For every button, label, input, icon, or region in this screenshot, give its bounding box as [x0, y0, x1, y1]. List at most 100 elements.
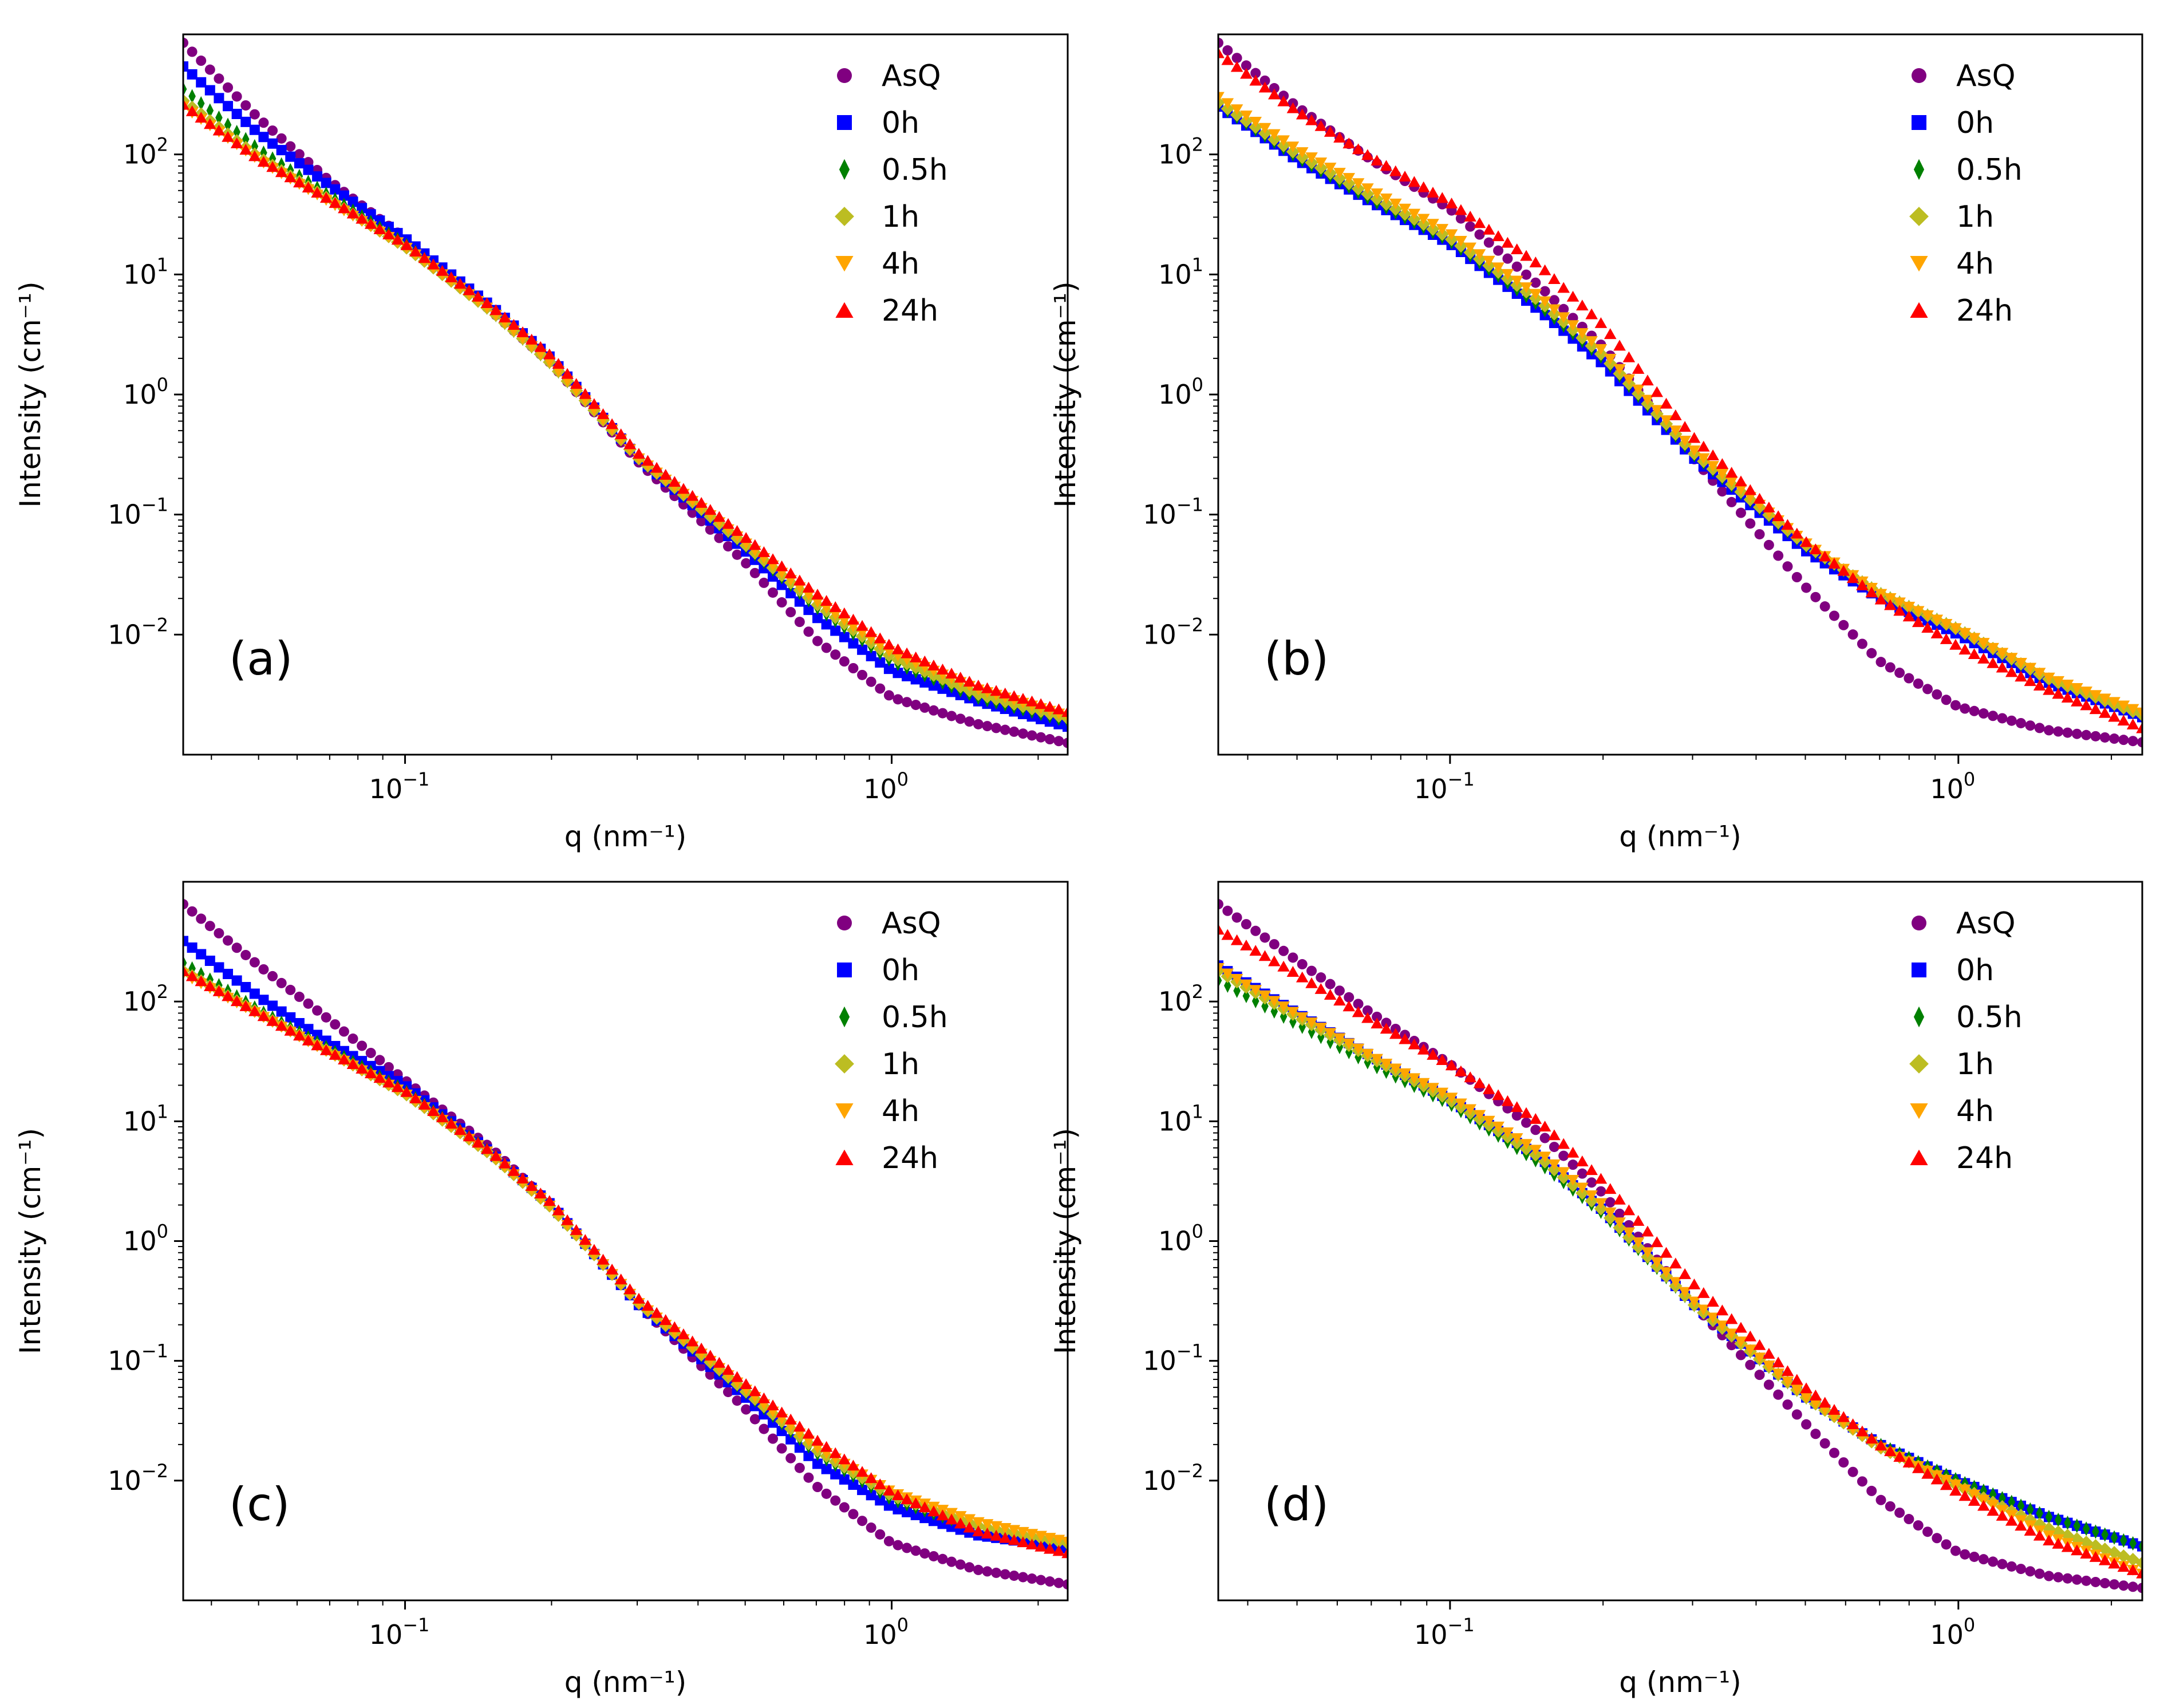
data-point-0.5h-14 [1345, 1044, 1353, 1059]
data-point-AsQ-94 [2090, 1576, 2101, 1587]
data-point-24h-23 [1427, 1048, 1439, 1060]
data-point-4h-55 [1725, 1328, 1738, 1340]
data-point-24h-90 [2052, 1537, 2065, 1549]
data-point-AsQ-64 [1810, 591, 1821, 602]
y-tick-label: 100 [1158, 374, 1203, 410]
data-point-24h-71 [811, 1434, 824, 1446]
data-point-24h-99 [1061, 706, 1068, 717]
data-point-0h-14 [303, 164, 314, 175]
data-point-AsQ-38 [1567, 1159, 1578, 1170]
data-point-4h-25 [1445, 229, 1458, 240]
data-point-24h-47 [1650, 386, 1664, 397]
data-point-AsQ-81 [902, 697, 913, 708]
data-point-AsQ-81 [902, 1543, 913, 1553]
data-point-24h-9 [1296, 108, 1309, 120]
data-point-24h-81 [901, 647, 913, 658]
data-point-24h-41 [543, 348, 556, 360]
data-point-24h-40 [1585, 1164, 1598, 1176]
data-point-24h-66 [1828, 1404, 1841, 1415]
data-point-24h-69 [793, 1421, 806, 1432]
data-point-24h-10 [266, 161, 279, 172]
data-point-0.5h-93 [2082, 1521, 2090, 1536]
data-point-24h-82 [909, 651, 922, 662]
x-axis-label: q (nm⁻¹) [564, 1666, 686, 1699]
data-point-24h-86 [2015, 1520, 2027, 1531]
data-point-0h-74 [839, 632, 850, 642]
data-point-24h-26 [409, 1092, 422, 1103]
data-point-24h-1 [1221, 929, 1234, 940]
data-point-24h-74 [838, 607, 851, 618]
legend-marker-0.5h [839, 159, 850, 180]
data-point-4h-31 [1501, 269, 1514, 280]
data-point-4h-93 [2080, 687, 2092, 698]
data-point-AsQ-7 [240, 949, 251, 960]
data-point-0h-4 [214, 962, 224, 973]
data-point-AsQ-61 [1782, 1399, 1793, 1410]
data-point-24h-8 [1286, 966, 1300, 977]
data-point-4h-2 [1230, 974, 1243, 985]
data-point-0h-70 [803, 1450, 814, 1461]
data-point-0h-8 [249, 124, 260, 135]
chart-panel-b: 10−2 10−1 100 101 102 10−1 100 q (nm⁻¹) Intensit… [1049, 33, 2143, 853]
legend-marker-4h [1910, 1103, 1928, 1119]
data-point-24h-97 [2117, 715, 2130, 726]
data-point-24h-52 [1697, 440, 1710, 452]
data-point-4h-75 [1912, 606, 1925, 617]
data-point-24h-45 [579, 1234, 592, 1245]
data-point-24h-92 [2071, 1544, 2083, 1556]
data-point-24h-43 [561, 368, 574, 379]
data-point-24h-31 [1501, 236, 1514, 248]
data-point-AsQ-77 [866, 676, 876, 687]
data-point-24h-62 [1790, 527, 1803, 539]
data-point-24h-76 [856, 1466, 868, 1477]
data-point-0h-11 [276, 145, 287, 156]
legend-label-1h: 1h [882, 200, 919, 234]
data-point-24h-86 [2015, 670, 2027, 682]
data-point-24h-78 [874, 632, 887, 644]
data-point-24h-48 [606, 1263, 618, 1275]
data-point-24h-3 [1240, 68, 1253, 79]
data-point-24h-63 [740, 532, 752, 543]
data-point-AsQ-70 [803, 626, 814, 637]
data-point-AsQ-83 [919, 702, 930, 713]
data-point-0h-81 [902, 1506, 913, 1517]
data-point-24h-74 [1902, 1456, 1916, 1468]
data-point-4h-72 [1884, 593, 1897, 604]
data-point-4h-12 [1324, 163, 1337, 174]
data-point-AsQ-88 [964, 716, 975, 727]
data-point-AsQ-80 [893, 694, 903, 705]
data-point-0h-82 [910, 1510, 921, 1521]
data-point-24h-23 [382, 1076, 395, 1088]
data-point-24h-56 [677, 1328, 690, 1339]
data-point-0.5h-3 [206, 103, 214, 118]
data-point-4h-91 [990, 1521, 1002, 1532]
data-point-24h-88 [963, 1521, 976, 1533]
data-point-0h-7 [240, 981, 251, 992]
data-point-0h-68 [785, 588, 796, 599]
data-point-24h-96 [1034, 698, 1047, 709]
data-point-24h-64 [748, 539, 761, 550]
data-point-4h-45 [1632, 384, 1645, 396]
data-point-24h-71 [1874, 1439, 1887, 1451]
data-point-4h-78 [1940, 618, 1953, 630]
data-point-0h-69 [794, 596, 805, 607]
data-point-0h-5 [223, 968, 234, 979]
data-point-24h-46 [588, 1244, 601, 1255]
data-point-0h-6 [231, 975, 242, 986]
data-point-4h-64 [1809, 1398, 1822, 1410]
data-point-24h-89 [972, 680, 985, 691]
data-point-4h-21 [1408, 1073, 1421, 1084]
data-point-24h-50 [623, 1283, 637, 1295]
legend-label-0.5h: 0.5h [1956, 153, 2023, 187]
data-point-24h-19 [1389, 165, 1402, 176]
data-point-AsQ-0 [183, 899, 188, 910]
x-tick-label: 100 [1930, 1614, 1975, 1650]
data-point-4h-62 [1790, 1384, 1803, 1395]
data-point-4h-28 [1473, 1110, 1486, 1121]
data-point-24h-67 [775, 560, 788, 571]
data-point-4h-43 [1613, 1217, 1626, 1229]
data-point-4h-6 [1268, 129, 1281, 140]
data-point-24h-63 [1800, 1382, 1812, 1394]
data-point-24h-37 [1557, 1138, 1570, 1149]
data-point-24h-86 [945, 668, 958, 679]
